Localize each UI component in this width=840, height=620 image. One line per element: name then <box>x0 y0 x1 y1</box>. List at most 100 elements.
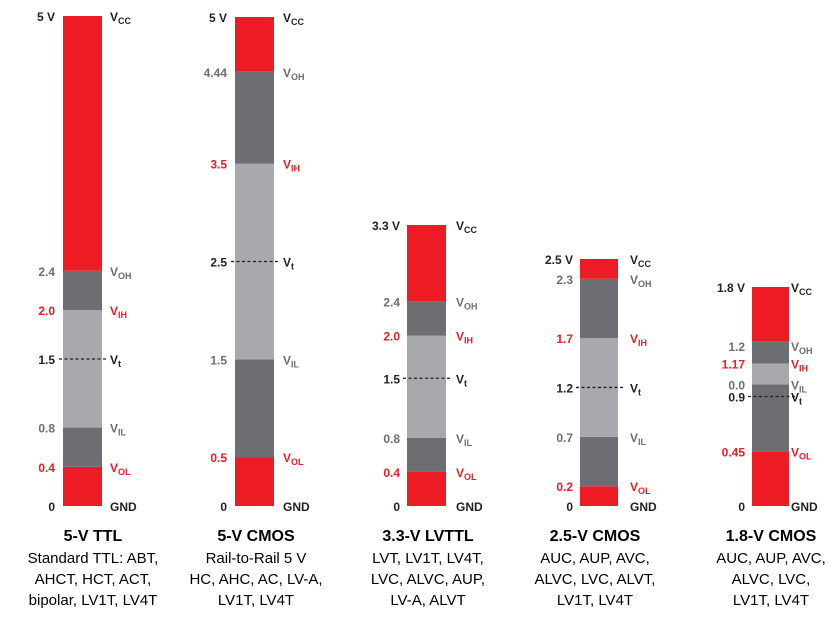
level-value-label: 1.2 <box>556 381 573 395</box>
band-segment <box>752 287 789 342</box>
caption-3v3-lvttl: 3.3-V LVTTL LVT, LV1T, LV4T, LVC, ALVC, … <box>353 526 503 611</box>
level-value-label: 3.5 <box>210 158 227 172</box>
family-line: AUC, AUP, AVC, <box>716 550 826 567</box>
level-value-label: 0.45 <box>722 445 746 459</box>
column-title: 1.8-V CMOS <box>725 528 817 545</box>
family-line: Standard TTL: ABT, <box>27 550 159 567</box>
level-value-label: 0 <box>393 500 400 514</box>
band-segment <box>580 278 618 339</box>
level-marker-label: Vt <box>110 353 121 369</box>
level-marker-label: VOH <box>630 273 652 289</box>
band-segment <box>752 341 789 364</box>
level-marker-label: GND <box>283 500 310 514</box>
caption-1v8-cmos: 1.8-V CMOS AUC, AUP, AVC, ALVC, LVC, LV1… <box>696 526 840 611</box>
band-segment <box>580 259 618 279</box>
band-segment <box>752 451 789 506</box>
family-line: Rail-to-Rail 5 V <box>205 550 307 567</box>
level-marker-label: VCC <box>110 10 132 26</box>
band-segment <box>235 359 274 458</box>
level-marker-label: VCC <box>791 281 813 297</box>
level-value-label: 3.3 V <box>372 219 400 233</box>
level-marker-label: VOH <box>110 265 132 281</box>
band-segment <box>580 486 618 506</box>
level-marker-label: VIL <box>791 378 808 394</box>
band-segment <box>580 436 618 487</box>
level-marker-label: Vt <box>456 372 467 388</box>
family-line: LVT, LV1T, LV4T, <box>372 550 484 567</box>
level-marker-label: VCC <box>456 219 478 235</box>
band-segment <box>407 335 446 438</box>
level-marker-label: VCC <box>283 11 305 27</box>
level-marker-label: GND <box>791 500 818 514</box>
level-value-label: 0 <box>220 500 227 514</box>
level-marker-label: VIH <box>791 358 808 374</box>
family-line: AUC, AUP, AVC, <box>540 550 650 567</box>
level-value-label: 0.9 <box>728 391 745 405</box>
level-marker-label: VCC <box>630 253 652 269</box>
level-value-label: 5 V <box>209 11 227 25</box>
level-marker-label: VOH <box>791 340 813 356</box>
level-marker-label: VOH <box>283 66 305 82</box>
band-segment <box>407 471 446 506</box>
level-value-label: 1.5 <box>210 353 227 367</box>
level-marker-label: VIH <box>630 332 647 348</box>
family-line: ALVC, LVC, ALVT, <box>534 571 656 588</box>
level-marker-label: VIL <box>283 353 300 369</box>
level-marker-label: VIL <box>456 432 473 448</box>
band-segment <box>407 437 446 472</box>
band-segment <box>63 270 102 310</box>
level-value-label: 2.0 <box>383 330 400 344</box>
family-line: LV-A, ALVT <box>390 592 466 609</box>
level-value-label: 1.5 <box>383 372 400 386</box>
column-title: 3.3-V LVTTL <box>382 528 474 545</box>
level-value-label: 0.4 <box>38 461 55 475</box>
level-value-label: 0 <box>48 500 55 514</box>
band-segment <box>407 225 446 302</box>
caption-2v5-cmos: 2.5-V CMOS AUC, AUP, AVC, ALVC, LVC, ALV… <box>520 526 670 611</box>
level-value-label: 0.8 <box>383 432 400 446</box>
level-value-label: 0 <box>738 500 745 514</box>
band-segment <box>63 466 102 506</box>
level-value-label: 1.5 <box>38 353 55 367</box>
column-title: 5-V TTL <box>63 528 123 545</box>
band-segment <box>235 457 274 506</box>
level-marker-label: Vt <box>791 391 802 407</box>
level-value-label: 2.4 <box>38 265 55 279</box>
level-value-label: 0.5 <box>210 451 227 465</box>
level-value-label: 2.5 V <box>545 253 573 267</box>
family-line: bipolar, LV1T, LV4T <box>28 592 158 609</box>
level-marker-label: VIL <box>630 431 647 447</box>
family-line: LV1T, LV4T <box>732 592 810 609</box>
level-marker-label: VOH <box>456 296 478 312</box>
level-value-label: 4.44 <box>204 66 228 80</box>
band-segment <box>752 384 789 452</box>
column-title: 2.5-V CMOS <box>549 528 641 545</box>
level-marker-label: VIH <box>283 158 300 174</box>
level-value-label: 2.3 <box>556 273 573 287</box>
level-value-label: 1.7 <box>556 332 573 346</box>
band-segment <box>63 16 102 271</box>
level-marker-label: VOL <box>456 466 477 482</box>
level-value-label: 0 <box>566 500 573 514</box>
level-value-label: 5 V <box>37 10 55 24</box>
level-value-label: 0.4 <box>383 466 400 480</box>
level-value-label: 0.7 <box>556 431 573 445</box>
family-line: HC, AHC, AC, LV-A, <box>189 571 323 588</box>
level-marker-label: VOL <box>283 451 304 467</box>
caption-5v-ttl: 5-V TTL Standard TTL: ABT, AHCT, HCT, AC… <box>18 526 168 611</box>
level-marker-label: GND <box>456 500 483 514</box>
level-value-label: 0.8 <box>38 422 55 436</box>
level-value-label: 0.0 <box>728 378 745 392</box>
level-marker-label: VOL <box>791 445 812 461</box>
family-line: LV1T, LV4T <box>217 592 295 609</box>
band-segment <box>63 310 102 428</box>
level-marker-label: VIH <box>456 330 473 346</box>
band-segment <box>235 71 274 164</box>
level-marker-label: VOL <box>630 480 651 496</box>
family-line: AHCT, HCT, ACT, <box>34 571 152 588</box>
level-value-label: 1.2 <box>728 340 745 354</box>
family-line: ALVC, LVC, <box>731 571 811 588</box>
band-segment <box>407 301 446 336</box>
level-value-label: 2.0 <box>38 304 55 318</box>
